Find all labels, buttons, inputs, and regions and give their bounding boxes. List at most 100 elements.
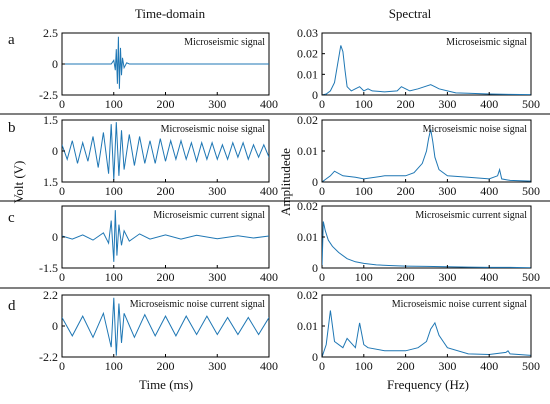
y-tick-label: 0.02 bbox=[297, 47, 318, 61]
x-tick-label: 500 bbox=[522, 270, 540, 284]
y-tick-label: 0.01 bbox=[297, 67, 318, 81]
x-tick-label: 0 bbox=[59, 359, 65, 373]
y-tick-label: 0.01 bbox=[297, 230, 318, 244]
x-tick-label: 300 bbox=[438, 184, 456, 198]
row-letter-c: c bbox=[8, 210, 15, 226]
y-tick-label: 0.01 bbox=[297, 319, 318, 333]
x-tick-label: 400 bbox=[260, 359, 278, 373]
y-tick-label: 0 bbox=[52, 57, 58, 71]
x-tick-label: 0 bbox=[59, 184, 65, 198]
x-tick-label: 300 bbox=[208, 184, 226, 198]
y-tick-label: 0 bbox=[52, 230, 58, 244]
y-tick-label: 0 bbox=[312, 350, 318, 364]
y-tick-label: 0 bbox=[312, 261, 318, 275]
x-tick-label: 300 bbox=[438, 359, 456, 373]
x-tick-label: 200 bbox=[397, 184, 415, 198]
x-tick-label: 200 bbox=[397, 97, 415, 111]
x-tick-label: 300 bbox=[438, 97, 456, 111]
x-tick-label: 100 bbox=[105, 359, 123, 373]
x-tick-label: 200 bbox=[397, 359, 415, 373]
x-tick-label: 300 bbox=[208, 97, 226, 111]
y-tick-label: -2.5 bbox=[39, 88, 58, 102]
signal-trace bbox=[62, 122, 269, 180]
signal-trace bbox=[322, 45, 531, 95]
x-tick-label: 400 bbox=[480, 184, 498, 198]
time-domain-column-title: Time-domain bbox=[135, 6, 206, 21]
frequency-axis-label: Frequency (Hz) bbox=[387, 377, 469, 392]
spectral-panel-3: 0 100 200 300 400 500 0.02 0.01 0 Microseismic no… bbox=[297, 288, 540, 373]
y-tick-label: 0.02 bbox=[297, 113, 318, 127]
y-tick-label: 0 bbox=[52, 319, 58, 333]
x-tick-label: 100 bbox=[355, 270, 373, 284]
panel-title: Microseismic signal bbox=[184, 37, 265, 48]
x-tick-label: 400 bbox=[480, 270, 498, 284]
spectral-y-axis-label: Amplitudede bbox=[278, 148, 293, 216]
panel-title: Microseismic signal bbox=[446, 37, 527, 48]
x-tick-label: 100 bbox=[355, 359, 373, 373]
x-tick-label: 400 bbox=[260, 270, 278, 284]
x-tick-label: 100 bbox=[105, 97, 123, 111]
x-tick-label: 0 bbox=[319, 359, 325, 373]
spectral-column-title: Spectral bbox=[389, 6, 432, 21]
x-tick-label: 300 bbox=[208, 270, 226, 284]
x-tick-label: 0 bbox=[319, 97, 325, 111]
x-tick-label: 200 bbox=[157, 97, 175, 111]
signal-trace bbox=[62, 210, 269, 262]
signal-trace bbox=[322, 310, 531, 357]
x-tick-label: 0 bbox=[59, 97, 65, 111]
spectral-panel-0: 0 100 200 300 400 500 0.03 0.02 0.01 0 Microseismi… bbox=[297, 26, 540, 111]
y-tick-label: 1.5 bbox=[43, 175, 58, 189]
y-tick-label: 0 bbox=[312, 88, 318, 102]
x-tick-label: 300 bbox=[438, 270, 456, 284]
y-tick-label: 0 bbox=[52, 144, 58, 158]
y-tick-label: 2.5 bbox=[43, 26, 58, 40]
x-tick-label: 200 bbox=[397, 270, 415, 284]
time-domain-y-axis-label: Volt (V) bbox=[11, 161, 26, 204]
x-tick-label: 400 bbox=[260, 184, 278, 198]
panel-title: Microseismic current signal bbox=[415, 210, 527, 221]
signal-trace bbox=[322, 129, 531, 182]
x-tick-label: 100 bbox=[105, 270, 123, 284]
x-tick-label: 400 bbox=[260, 97, 278, 111]
x-tick-label: 500 bbox=[522, 184, 540, 198]
y-tick-label: -1.5 bbox=[39, 261, 58, 275]
y-tick-label: 0.02 bbox=[297, 199, 318, 213]
panel-title: Microseismic noise current signal bbox=[392, 299, 527, 310]
signal-trace bbox=[322, 221, 531, 268]
panel-title: Microseismic noise signal bbox=[161, 124, 266, 135]
shared-axis-labels: Volt (V) Amplitudede Time (ms) Frequency… bbox=[11, 148, 469, 392]
x-tick-label: 200 bbox=[157, 359, 175, 373]
row-separators bbox=[0, 113, 550, 289]
x-tick-label: 0 bbox=[59, 270, 65, 284]
column-titles: Time-domain Spectral bbox=[135, 6, 432, 21]
x-tick-label: 300 bbox=[208, 359, 226, 373]
x-tick-label: 0 bbox=[319, 270, 325, 284]
x-tick-label: 400 bbox=[480, 359, 498, 373]
y-tick-label: 0.03 bbox=[297, 26, 318, 40]
row-letters: a b c d bbox=[8, 32, 16, 314]
x-tick-label: 100 bbox=[105, 184, 123, 198]
row-letter-d: d bbox=[8, 298, 16, 314]
x-tick-label: 0 bbox=[319, 184, 325, 198]
x-tick-label: 500 bbox=[522, 97, 540, 111]
panel-title: Microseismic noise current signal bbox=[130, 299, 265, 310]
row-letter-b: b bbox=[8, 120, 16, 136]
y-tick-label: 0.02 bbox=[297, 288, 318, 302]
x-tick-label: 400 bbox=[480, 97, 498, 111]
y-tick-label: 0 bbox=[312, 175, 318, 189]
spectral-panel-1: 0 100 200 300 400 500 0.02 0.01 0 Microseismic no… bbox=[297, 113, 540, 198]
signal-trace bbox=[62, 297, 269, 356]
plot-frame bbox=[321, 32, 532, 96]
row-letter-a: a bbox=[8, 32, 15, 48]
y-tick-label: 0.01 bbox=[297, 144, 318, 158]
y-tick-label: 1.5 bbox=[43, 113, 58, 127]
x-tick-label: 200 bbox=[157, 184, 175, 198]
spectral-panel-2: 0 100 200 300 400 500 0.02 0.01 0 Microseismic cu… bbox=[297, 199, 540, 284]
y-tick-label: -2.2 bbox=[39, 350, 58, 364]
